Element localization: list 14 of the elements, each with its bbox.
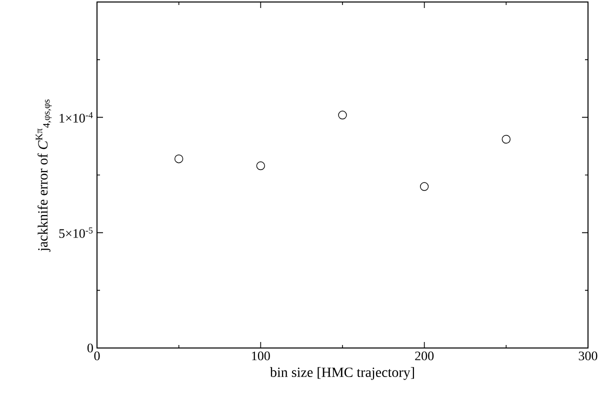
x-tick-label: 100	[252, 352, 270, 360]
x-tick-label: 0	[94, 352, 100, 360]
x-axis-title: bin size [HMC trajectory]	[270, 367, 414, 380]
point	[256, 161, 266, 170]
y-tick-label: 1×10$^{-4}$	[60, 112, 93, 123]
x-tick-label: 300	[578, 352, 598, 360]
y-tick-label: 5×10$^{-5}$	[59, 227, 93, 238]
x-tick-label: 200	[415, 352, 434, 360]
y-axis-title: jackknife error of C$^{Kπ}$4,φs,φs	[36, 100, 52, 252]
y-tick-label: 0	[87, 344, 93, 352]
point	[420, 182, 429, 191]
point	[502, 134, 511, 144]
point	[174, 154, 184, 164]
point	[338, 110, 347, 120]
